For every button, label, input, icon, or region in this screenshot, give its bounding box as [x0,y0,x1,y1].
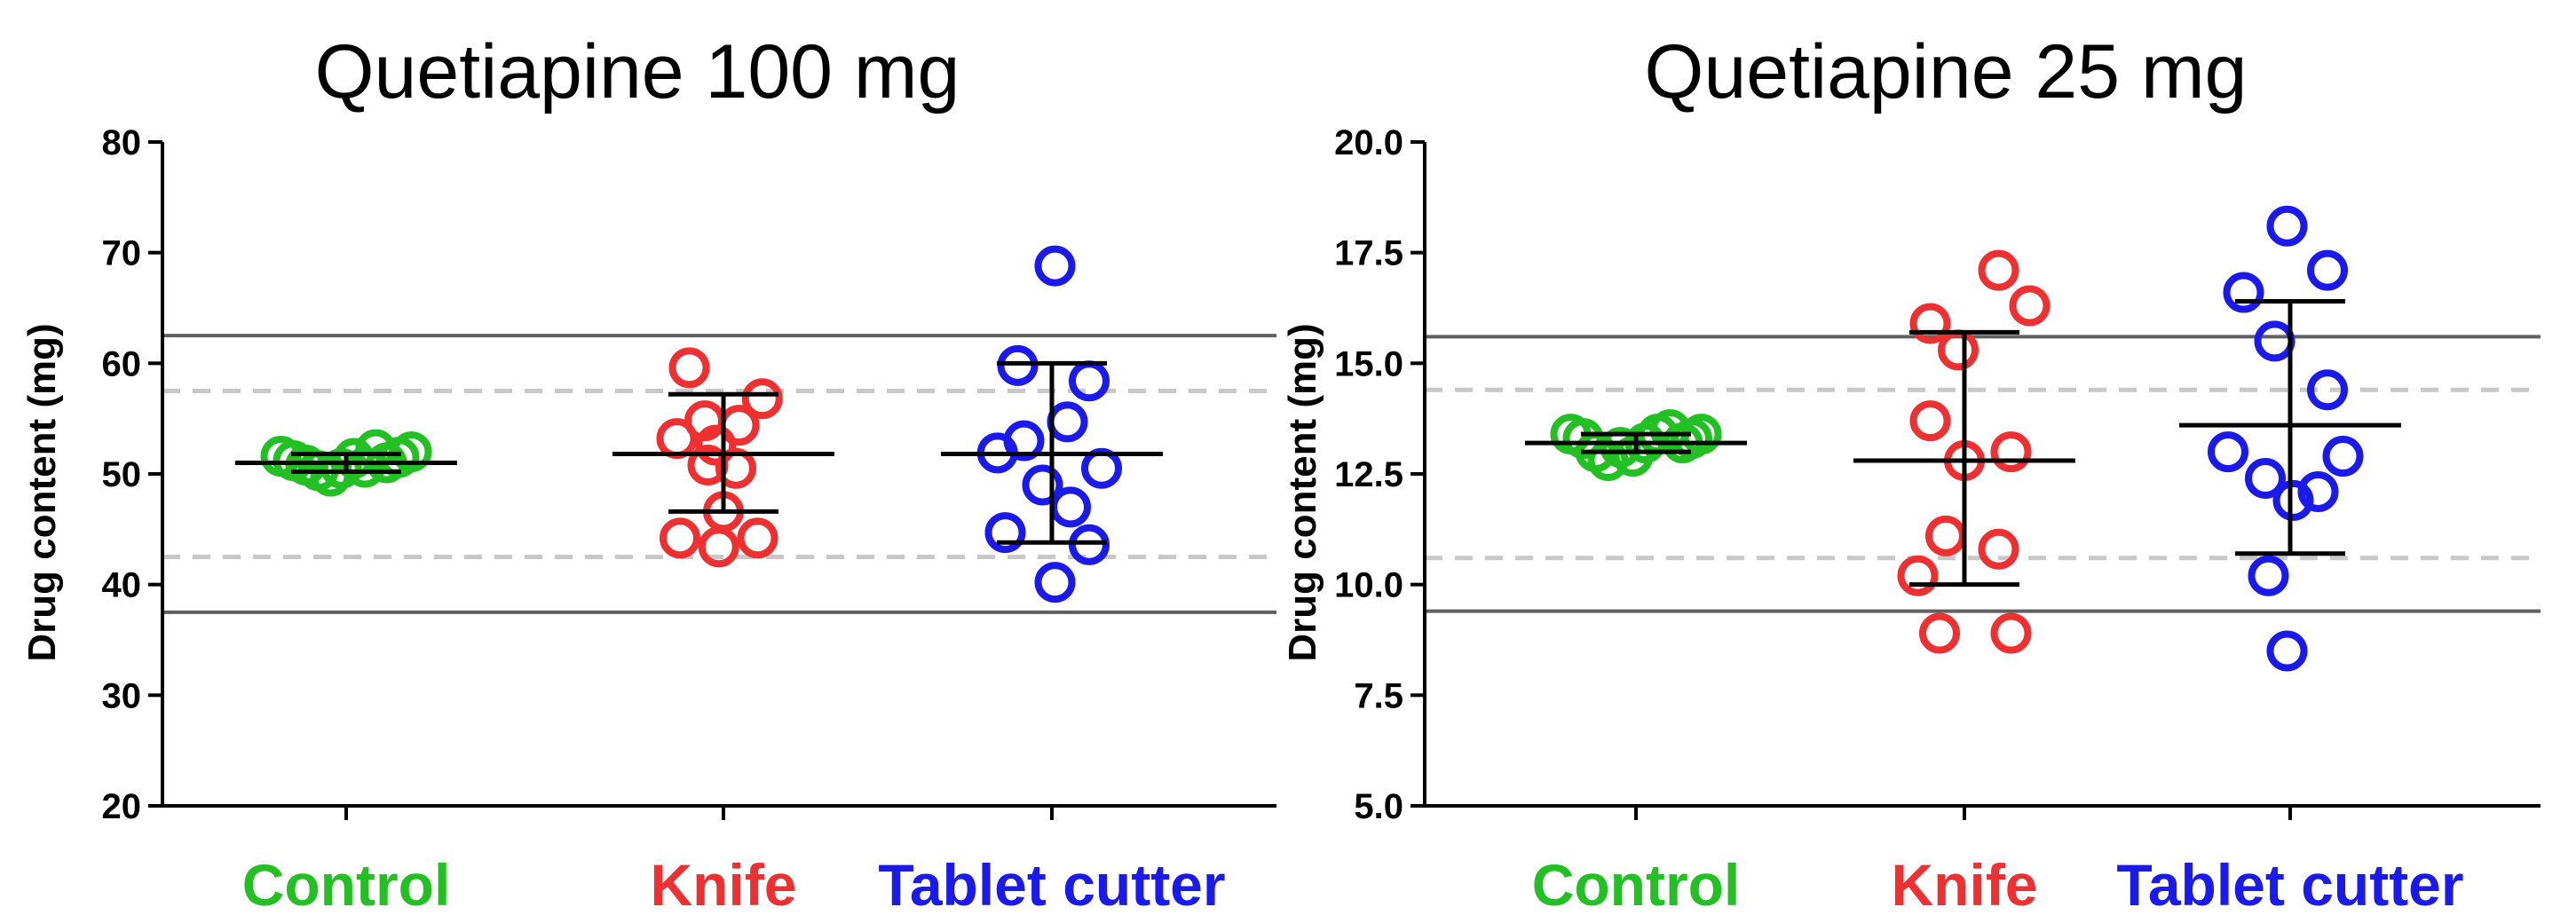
data-point [2272,479,2314,521]
data-point [2297,470,2339,512]
x-category-label: Knife [1892,852,2038,918]
axis-lines [1423,142,2540,808]
data-point [660,517,700,559]
data-point [2245,457,2286,499]
data-point [1990,431,2032,473]
data-point [2254,320,2295,362]
x-category-label: Control [1532,852,1741,918]
mean-sd-bars [1525,299,2401,588]
data-point [1022,464,1063,506]
data-point [1081,447,1122,489]
data-point [2208,431,2248,473]
data-point [741,378,783,420]
axis-lines [161,142,1276,808]
data-point [1047,401,1088,443]
data-point [695,424,737,466]
data-point [2307,369,2348,411]
x-category-label: Tablet cutter [2116,852,2463,918]
chart-title: Quetiapine 25 mg [1645,29,2248,114]
data-point [1050,486,1091,528]
y-tick-label: 15.0 [1334,344,1403,383]
y-tick-label: 40 [102,566,142,605]
data-point [1034,245,1076,287]
y-tick-label: 7.5 [1354,676,1403,715]
x-category-label: Knife [651,852,797,918]
data-point [2307,249,2348,291]
data-point [2266,205,2308,247]
data-point [1990,612,2032,654]
data-points [260,245,1122,604]
y-tick-label: 30 [102,676,142,715]
y-tick-label: 20 [102,787,142,826]
data-point [1069,360,1110,402]
data-point [2266,630,2308,672]
reference-lines [1425,335,2540,613]
y-tick-label: 12.5 [1334,455,1403,494]
data-point [1909,303,1951,344]
y-tick-label: 50 [102,455,142,494]
x-category-label: Tablet cutter [878,852,1225,918]
x-category-label: Control [242,852,451,918]
data-point [2223,272,2264,313]
y-axis-ticks: 5.0 7.5 10.0 12.5 15.0 17.5 20.0 [1334,123,1425,826]
data-point [2322,436,2364,477]
data-point [1925,515,1966,556]
data-points [1550,205,2364,672]
data-point [2248,555,2289,596]
data-point [1909,400,1951,442]
x-axis-categories: Control Knife Tablet cutter [242,806,1226,918]
data-point [1003,420,1045,462]
data-point [2009,285,2051,327]
x-axis-categories: Control Knife Tablet cutter [1532,806,2464,918]
data-point [737,517,778,559]
data-point [1919,612,1960,654]
panel-quetiapine-100mg: Quetiapine 100 mg Drug content (mg) 20 30… [20,29,1276,918]
data-point [984,512,1026,554]
y-tick-label: 10.0 [1334,566,1403,605]
panel-quetiapine-25mg: Quetiapine 25 mg Drug content (mg) 5.0 7.… [1281,29,2540,918]
chart-title: Quetiapine 100 mg [315,29,960,114]
data-point [698,526,739,568]
data-point [1034,562,1076,604]
data-point [1978,528,2019,570]
y-tick-label: 60 [102,344,142,383]
y-tick-label: 70 [102,234,142,273]
reference-lines [162,334,1276,614]
mean-sd-bars [235,360,1163,545]
y-axis-label: Drug content (mg) [20,323,64,661]
data-point [715,447,756,489]
y-axis-label: Drug content (mg) [1281,323,1324,661]
data-point [1897,555,1939,596]
y-axis-ticks: 20 30 40 50 60 70 80 [102,123,162,826]
y-tick-label: 20.0 [1334,123,1403,162]
y-tick-label: 17.5 [1334,234,1403,273]
y-tick-label: 80 [102,123,142,162]
y-tick-label: 5.0 [1354,787,1403,826]
data-point [668,347,710,389]
data-point [1978,249,2019,291]
